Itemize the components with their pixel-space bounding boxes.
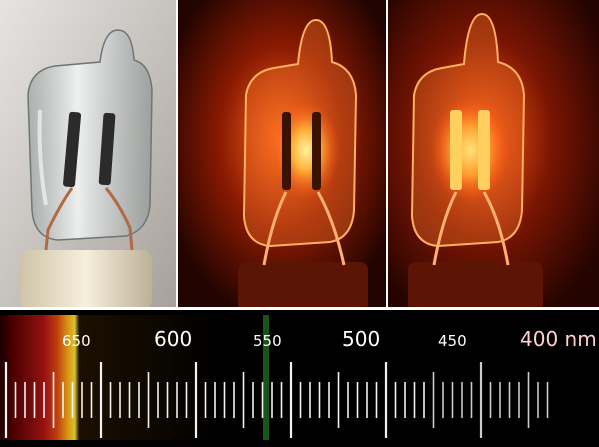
scale-ticks [4,362,549,438]
scale-label-400: 400 nm [520,327,597,351]
divider-2 [386,0,388,308]
lead-wire-left [262,191,288,266]
photo-lit-lamp-1 [178,0,386,307]
spectrum-strip: 650 600 550 500 450 400 nm [0,310,599,447]
electrode-left [450,110,462,190]
scale-label-500: 500 [342,327,380,351]
scale-label-450: 450 [438,332,467,350]
lead-wire-left [44,187,74,251]
emission-band [0,315,220,440]
lead-wire-left [432,191,458,266]
lead-wire-right [316,191,346,266]
lamp-base [408,262,543,307]
unlit-lamp-illustration [0,0,176,307]
neon-glow [430,96,510,204]
lamp-base [20,250,152,307]
lit-lamp-illustration-2 [388,0,599,307]
photo-unlit-lamp [0,0,176,307]
photo-lit-lamp-2 [388,0,599,307]
scale-label-650: 650 [62,332,91,350]
electrode-left [63,111,82,188]
emission-line-green [263,315,269,440]
electrode-left [282,112,291,190]
divider-1 [176,0,178,308]
electrode-right [312,112,321,190]
scale-label-550: 550 [253,332,282,350]
electrode-right [478,110,490,190]
lamp-base [238,262,368,307]
scale-label-600: 600 [154,327,192,351]
lit-lamp-illustration-1 [178,0,386,307]
lead-wire-right [104,187,134,251]
electrode-right [98,112,116,186]
spectrum-scale: 650 600 550 500 450 400 nm [0,310,599,447]
glass-bulb [27,29,153,241]
lead-wire-right [482,191,510,266]
divider-horizontal [0,307,599,310]
